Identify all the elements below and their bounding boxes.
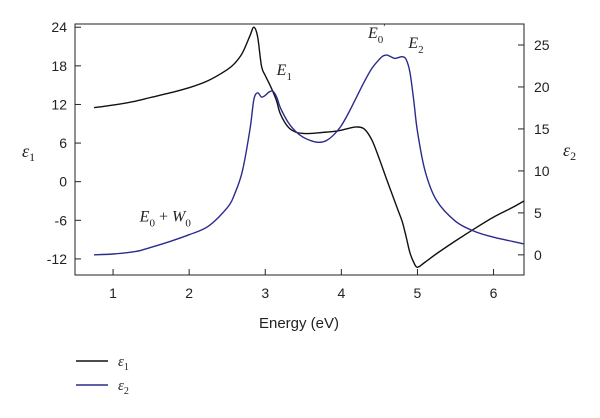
y-right-tick-label-0: 0 (534, 247, 542, 263)
x-tick-label-0: 1 (109, 285, 117, 301)
legend-label-e1: ε1 (118, 354, 129, 373)
y-right-tick-label-1: 5 (534, 205, 542, 221)
annotation-1: E0′ (367, 20, 386, 46)
annotation-0-part: 1 (286, 71, 292, 83)
y-left-tick-label-2: 0 (59, 174, 67, 190)
annotation-2: E2 (407, 35, 423, 56)
y-right-tick-label-3: 15 (534, 121, 550, 137)
series-line-e2 (93, 54, 525, 256)
series-line-e1 (93, 26, 525, 268)
annotation-2-part: 2 (418, 44, 424, 56)
plot-frame (74, 23, 525, 276)
y-left-tick-label-3: 6 (59, 135, 67, 151)
x-axis-title: Energy (eV) (259, 315, 339, 332)
annotation-3: E0 + W0 (139, 209, 192, 230)
annotation-3-part: E (139, 209, 150, 226)
y-left-tick-label-0: -12 (47, 251, 67, 267)
legend-label-e2-symbol: ε (118, 378, 124, 394)
legend-label-e1-sub: 1 (124, 362, 129, 373)
legend-label-e1-symbol: ε (118, 354, 124, 370)
y-right-tick-label-2: 10 (534, 163, 550, 179)
x-tick-label-5: 6 (490, 285, 498, 301)
annotation-1-part: E (367, 25, 378, 42)
legend-label-e2-sub: 2 (124, 386, 129, 397)
annotation-1-part: 0 (378, 34, 384, 46)
y-left-axis-subscript: 1 (29, 150, 35, 164)
annotation-3-part: 0 (185, 218, 191, 230)
y-right-tick-label-5: 25 (534, 37, 550, 53)
annotation-3-part: 0 (149, 218, 155, 230)
y-left-tick-label-1: -6 (55, 212, 68, 228)
annotation-0-part: E (276, 62, 287, 79)
y-left-axis-title: ε1 (22, 141, 35, 164)
x-tick-label-2: 3 (261, 285, 269, 301)
y-right-axis-subscript: 2 (570, 149, 576, 163)
y-left-tick-label-5: 18 (51, 58, 67, 74)
annotation-3-part: W (172, 209, 187, 226)
y-right-tick-label-4: 20 (534, 79, 550, 95)
x-tick-label-4: 5 (414, 285, 422, 301)
annotation-1-part: ′ (383, 20, 386, 34)
x-tick-label-3: 4 (337, 285, 345, 301)
legend-label-e2: ε2 (118, 378, 129, 397)
series-group (93, 26, 525, 268)
y-left-tick-label-6: 24 (51, 19, 67, 35)
y-right-axis-symbol: ε (563, 140, 571, 160)
annotation-0: E1 (276, 62, 292, 83)
annotation-2-part: E (407, 35, 418, 52)
y-left-tick-label-4: 12 (51, 96, 67, 112)
x-tick-label-1: 2 (185, 285, 193, 301)
annotation-3-part: + (155, 209, 172, 226)
legend: ε1 ε2 (76, 354, 129, 397)
y-left-axis-symbol: ε (22, 141, 30, 161)
y-right-axis-title: ε2 (563, 140, 576, 163)
